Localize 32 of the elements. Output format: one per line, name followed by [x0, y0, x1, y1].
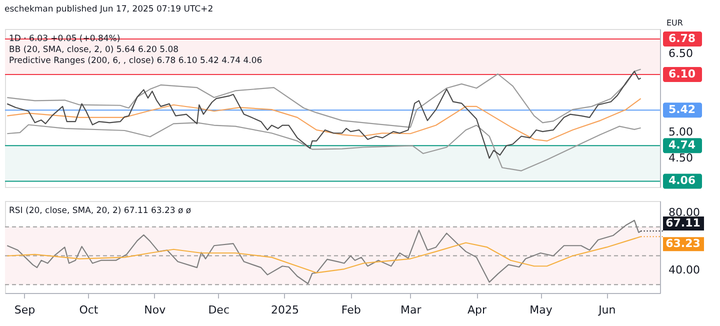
y-tick-label: 6.50 [668, 47, 693, 60]
ref-line-label: 4.06 [668, 174, 696, 188]
annotation: Predictive Ranges (200, 6, , close) 6.78 6.10 5.42 4.74 4.06 [9, 56, 262, 66]
line-series [6, 70, 642, 159]
x-tick-label: Nov [144, 304, 166, 316]
x-tick-label: Apr [468, 304, 488, 316]
ref-line-label: 6.10 [668, 68, 696, 81]
x-tick-label: Oct [79, 304, 99, 316]
x-tick-label: May [530, 304, 553, 316]
y-tick-label: 5.00 [668, 126, 693, 139]
x-tick-label: Mar [400, 304, 422, 316]
y-axis-title: EUR [666, 18, 684, 28]
x-tick-label: Dec [208, 304, 230, 316]
y-tick-label: 40.00 [668, 264, 700, 277]
line-series [6, 122, 642, 172]
ref-line-label: 5.42 [668, 103, 696, 116]
x-tick-label: 2025 [270, 304, 299, 316]
annotation: RSI (20, close, SMA, 20, 2) 67.11 63.23 ø ø [9, 206, 192, 216]
y-tick-label: 4.50 [668, 152, 693, 165]
ref-line-label: 4.74 [668, 138, 696, 152]
annotation: 63.23 [666, 237, 700, 250]
x-tick-label: Feb [341, 304, 361, 316]
x-tick-label: Sep [14, 304, 36, 316]
line-series [6, 98, 642, 142]
annotation: BB (20, SMA, close, 2, 0) 5.64 6.20 5.08 [9, 45, 179, 55]
annotation: 67.11 [666, 216, 700, 230]
x-tick-label: Jun [598, 304, 616, 316]
ref-line-label: 6.78 [668, 32, 696, 45]
y-tick-label: 80.00 [668, 206, 700, 219]
chart-title: eschekman published Jun 17, 2025 07:19 UTC+2 [4, 4, 214, 14]
line-series [6, 236, 642, 274]
line-series [6, 68, 642, 128]
